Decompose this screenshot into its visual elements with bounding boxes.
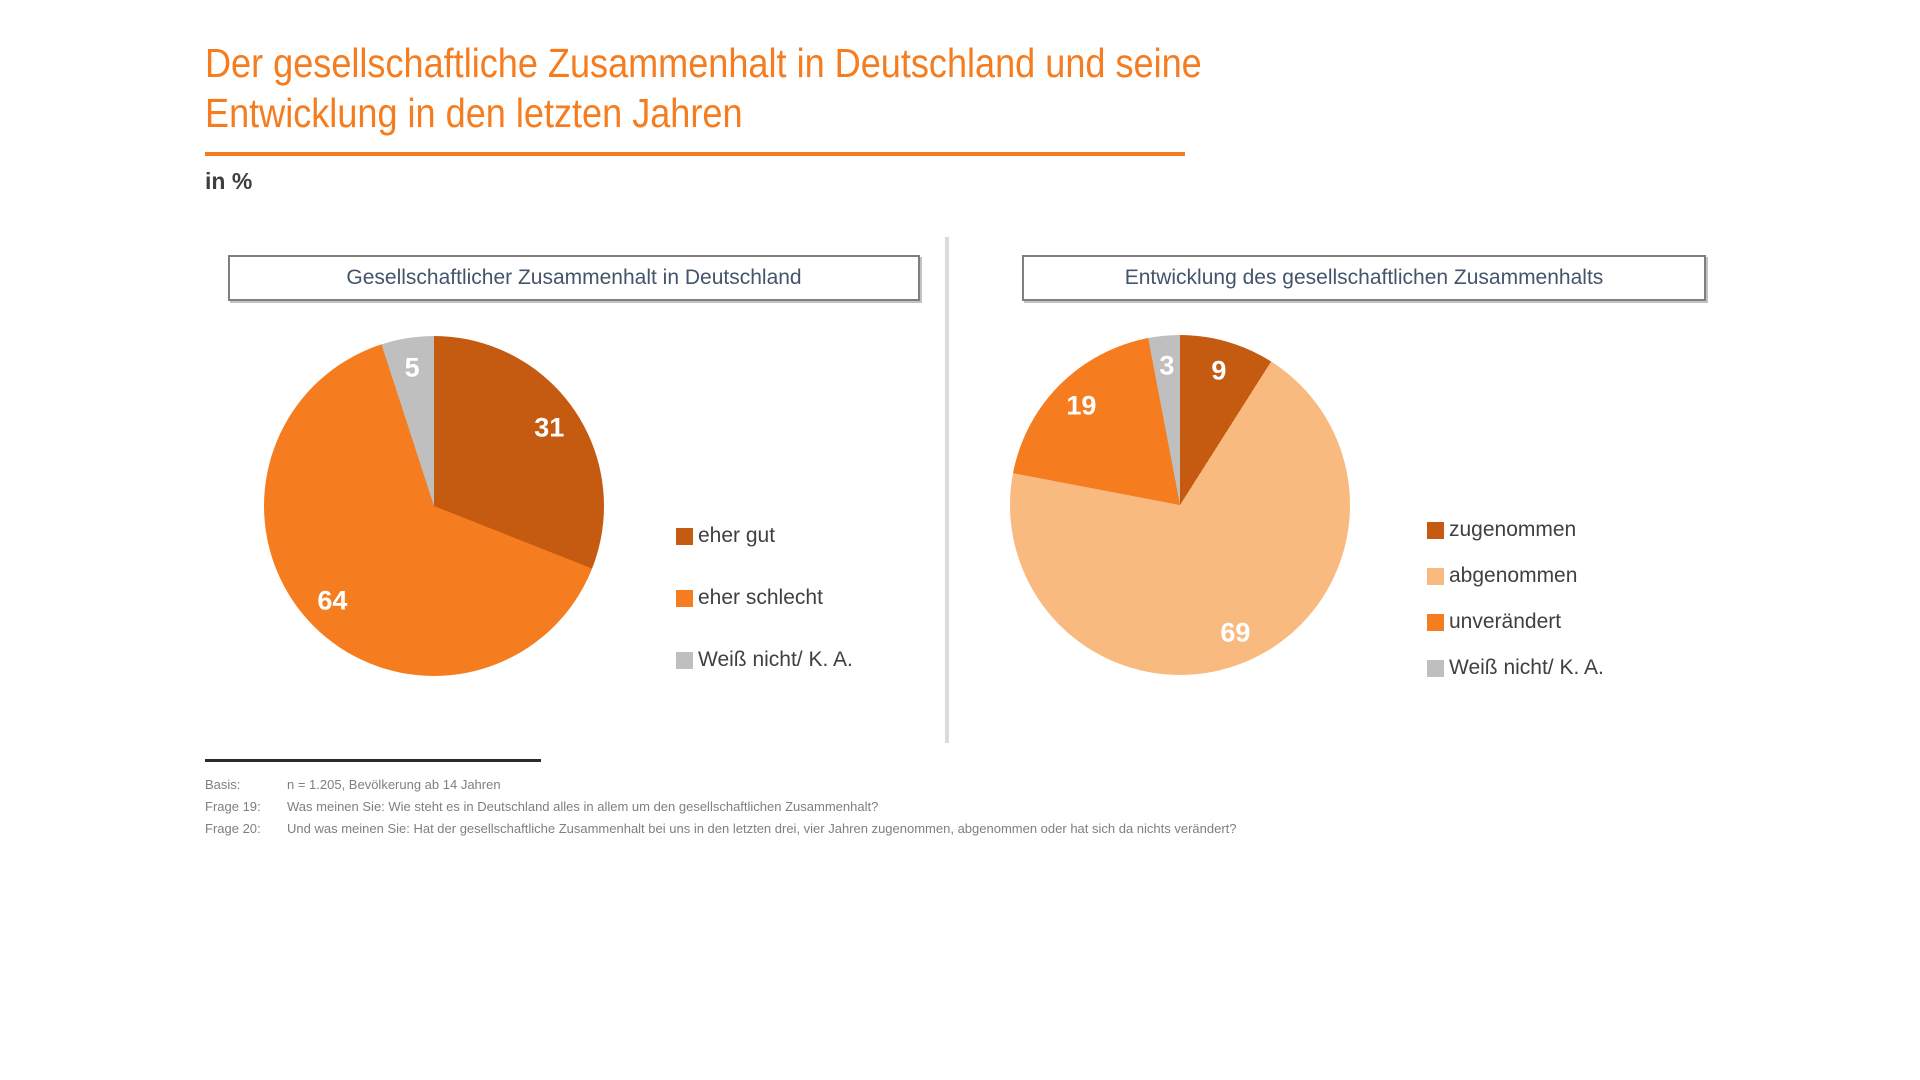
chart-header-development: Entwicklung des gesellschaftlichen Zusam… <box>1022 255 1706 301</box>
chart-header-cohesion: Gesellschaftlicher Zusammenhalt in Deuts… <box>228 255 920 301</box>
legend-swatch <box>676 651 693 669</box>
legend-swatch <box>1427 613 1444 631</box>
legend-label: eher schlecht <box>698 586 823 609</box>
legend-item: eher schlecht <box>676 584 853 612</box>
pie-slice-value: 31 <box>534 412 565 443</box>
footer-rule <box>205 759 541 762</box>
pie-chart-cohesion: 31 64 5 <box>264 336 604 676</box>
footer-row-label: Basis: <box>205 777 241 792</box>
legend-item: eher gut <box>676 522 853 550</box>
legend-item: unverändert <box>1427 608 1604 636</box>
pie-slice-value: 19 <box>1066 390 1097 421</box>
legend-cohesion: eher gut eher schlecht Weiß nicht/ K. A. <box>676 522 853 674</box>
footer-row-frage20: Frage 20: Und was meinen Sie: Hat der ge… <box>205 818 1605 840</box>
legend-item: Weiß nicht/ K. A. <box>1427 654 1604 682</box>
pie-slice-value: 9 <box>1211 355 1227 386</box>
footer-row-basis: Basis: n = 1.205, Bevölkerung ab 14 Jahr… <box>205 774 1605 796</box>
legend-item: Weiß nicht/ K. A. <box>676 646 853 674</box>
legend-swatch <box>676 589 693 607</box>
legend-swatch <box>1427 521 1444 539</box>
page-title-line2: Entwicklung in den letzten Jahren <box>205 90 743 136</box>
legend-swatch <box>1427 659 1444 677</box>
footer-row-text: n = 1.205, Bevölkerung ab 14 Jahren <box>287 777 501 792</box>
legend-swatch <box>1427 567 1444 585</box>
legend-label: abgenommen <box>1449 564 1578 587</box>
footer-row-text: Was meinen Sie: Wie steht es in Deutschl… <box>287 799 879 814</box>
pie-slice-value: 69 <box>1220 617 1251 648</box>
footer-row-frage19: Frage 19: Was meinen Sie: Wie steht es i… <box>205 796 1605 818</box>
pie-slice-value: 64 <box>317 585 348 616</box>
footer-row-label: Frage 20: <box>205 821 261 836</box>
page-title: Der gesellschaftliche Zusammenhalt in De… <box>205 38 1202 138</box>
legend-label: zugenommen <box>1449 518 1577 541</box>
legend-item: zugenommen <box>1427 516 1604 544</box>
footer: Basis: n = 1.205, Bevölkerung ab 14 Jahr… <box>205 774 1605 840</box>
title-underline <box>205 152 1185 156</box>
legend-label: unverändert <box>1449 610 1562 633</box>
unit-label: in % <box>205 168 253 194</box>
legend-item: abgenommen <box>1427 562 1604 590</box>
pie-slice-value: 5 <box>404 352 420 383</box>
legend-label: Weiß nicht/ K. A. <box>698 648 853 671</box>
pie-slice-value: 3 <box>1159 350 1175 381</box>
legend-label: eher gut <box>698 524 776 547</box>
page-title-line1: Der gesellschaftliche Zusammenhalt in De… <box>205 40 1202 86</box>
legend-label: Weiß nicht/ K. A. <box>1449 656 1604 679</box>
footer-row-label: Frage 19: <box>205 799 261 814</box>
pie-chart-development: 9 69 19 3 <box>1010 335 1350 675</box>
legend-development: zugenommen abgenommen unverändert Weiß nich… <box>1427 516 1604 682</box>
legend-swatch <box>676 527 693 545</box>
footer-row-text: Und was meinen Sie: Hat der gesellschaft… <box>287 821 1237 836</box>
vertical-divider <box>945 237 949 743</box>
